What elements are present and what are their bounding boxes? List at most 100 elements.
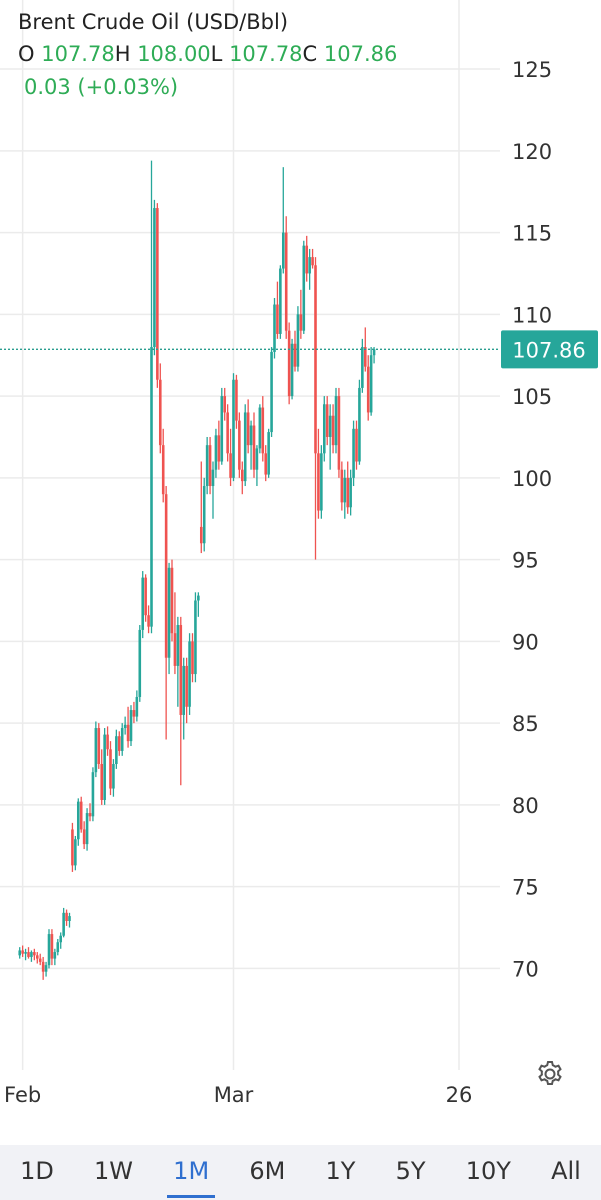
candle-body [308,257,311,274]
candle-body [91,772,95,817]
x-tick-label: 26 [446,1083,473,1107]
candle-body [50,934,54,959]
candle-body [71,829,74,866]
high-value: 108.00 [137,42,211,66]
low-value: 107.78 [229,42,303,66]
tab-1w[interactable]: 1W [94,1156,133,1185]
tab-1d[interactable]: 1D [20,1156,54,1185]
x-tick-label: Mar [214,1083,254,1107]
candle-body [197,595,200,601]
y-tick-label: 80 [512,794,539,818]
tab-1y[interactable]: 1Y [325,1156,356,1185]
gear-icon [538,1061,562,1085]
candle-body [358,387,361,462]
candle-body [144,577,147,616]
candle-body [363,347,367,367]
y-tick-label: 115 [512,222,552,246]
candle-body [372,349,376,356]
candle-body [235,379,238,421]
candle-body [229,453,232,478]
candle-body [120,728,124,751]
candle-body [103,734,106,800]
candle-body [349,477,352,508]
candle-body [164,494,168,658]
candle-body [232,379,235,478]
candle-body [115,736,118,765]
high-label: H [114,42,131,66]
candle-body [100,764,104,800]
candle-body [346,477,350,508]
candle-body [156,208,159,380]
candle-body [53,952,57,959]
candle-body [167,567,171,658]
candle-body [240,469,244,482]
chart-area[interactable]: 125 120 115 110 105 100 95 90 85 80 75 70 Feb Mar 26 10… [0,0,601,1145]
candle-body [270,351,273,433]
tab-all[interactable]: All [551,1156,581,1185]
timeframe-tabs: 1D 1W 1M 6M 1Y 5Y 10Y All [0,1145,601,1200]
candle-body [205,445,209,487]
candle-body [97,728,101,765]
y-tick-label: 75 [512,876,539,900]
candle-body [355,428,358,462]
candle-body [211,469,215,487]
candle-body [170,567,174,634]
tab-5y[interactable]: 5Y [395,1156,426,1185]
candle-body [185,665,188,707]
candle-body [279,268,282,334]
candle-body [246,412,250,446]
chart-legend: Brent Crude Oil (USD/Bbl) O 107.78H 108.… [18,6,397,104]
candle-body [214,435,218,470]
tab-1m[interactable]: 1M [165,1151,217,1198]
candle-body [68,916,71,921]
candle-body [322,404,326,454]
candle-body [129,710,133,742]
candle-body [261,407,265,454]
candle-body [208,445,212,487]
candle-body [132,710,136,717]
candle-body [24,952,27,954]
candle-body [366,366,370,413]
candle-body [299,314,303,331]
tab-10y[interactable]: 10Y [465,1156,511,1185]
candle-body [199,526,203,544]
candle-body [369,355,373,413]
candle-body [337,396,341,470]
y-tick-label: 85 [512,712,539,736]
candle-body [243,412,247,482]
candle-body [334,396,338,446]
candle-body [150,347,153,627]
low-label: L [210,42,223,66]
candle-body [33,952,36,956]
candle-body [284,232,288,331]
candle-body [325,404,329,437]
candle-body [30,952,33,957]
candle-body [173,633,177,666]
candle-body [223,396,227,413]
candle-body [273,304,276,352]
candle-body [255,448,259,470]
candle-body [65,912,68,921]
tab-6m[interactable]: 6M [249,1156,286,1185]
candle-body [317,453,320,511]
candle-body [328,415,332,437]
candle-body [44,965,48,972]
candle-body [194,600,197,675]
candle-body [138,629,142,697]
candle-body [340,469,344,503]
candle-body [343,477,347,503]
instrument-title: Brent Crude Oil (USD/Bbl) [18,10,289,34]
candle-body [305,245,309,274]
candle-body [76,801,80,840]
candle-body [320,453,323,511]
y-tick-label: 90 [512,630,539,654]
candlestick-chart[interactable]: 125 120 115 110 105 100 95 90 85 80 75 70 Feb Mar 26 10… [0,0,601,1145]
candle-body [62,912,65,936]
y-tick-label: 105 [512,385,552,409]
chart-settings-button[interactable] [533,1057,567,1091]
candle-body [135,696,139,717]
candle-body [258,407,262,449]
candle-body [109,749,112,789]
candle-body [311,257,314,266]
candle-body [117,736,121,751]
